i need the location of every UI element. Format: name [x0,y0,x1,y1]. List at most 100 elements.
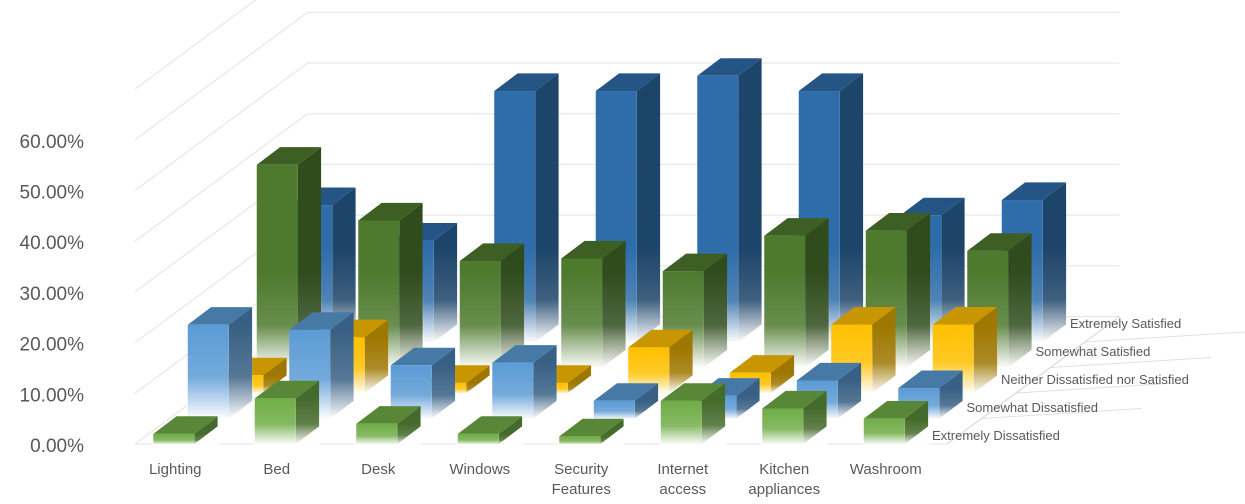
y-tick-label: 30.00% [20,284,85,305]
bar-fade [456,433,524,445]
bar [456,416,524,445]
bar-fade [592,400,660,420]
bar-top [559,418,624,437]
depth-gridline [1050,357,1211,368]
x-tick-label: Internet [657,461,709,478]
bar-top [660,383,726,401]
bar-top [831,307,896,325]
bar-top [390,347,456,366]
bar-top [561,240,626,259]
depth-gridline [981,408,1142,419]
bar-top [796,362,862,381]
y-tick-label: 40.00% [20,233,85,254]
bar [592,383,660,420]
x-tick-label: Lighting [149,461,202,478]
x-tick-label: appliances [748,481,820,498]
bar-fade [186,324,254,420]
bar [594,73,662,343]
bar-fade [560,272,627,369]
series-label: Extremely Satisfied [1070,316,1181,331]
bar-top [187,307,253,325]
series-label: Neither Dissatisfied nor Satisfied [1001,372,1189,387]
bar-fade [659,400,727,445]
bar-top [898,370,963,389]
bar-fade [862,418,930,445]
bar [661,253,729,369]
bar-top [628,329,693,348]
gridline-side [134,113,308,242]
bar-top [1001,182,1067,200]
bar-top [762,390,827,409]
x-tick-label: access [659,481,706,498]
bar-fade [761,408,828,445]
y-tick-label: 10.00% [20,385,85,406]
series-label: Extremely Dissatisfied [932,428,1060,443]
bar [761,390,828,445]
bar-top [153,416,218,434]
bars [152,58,1068,445]
y-tick-label: 50.00% [20,183,85,204]
x-tick-label: Windows [449,461,510,478]
x-tick-label: Desk [361,461,396,478]
bar-top [932,307,998,325]
bar-top [492,345,557,363]
depth-axis-series-labels: Extremely Dissatisfied Somewhat Dissatisf… [932,316,1189,443]
bar-top [900,197,965,216]
bar [152,416,219,445]
bar-top [494,73,559,91]
bar-top [863,401,929,419]
bar [862,401,930,445]
bar-top [358,202,423,221]
bar [627,329,694,394]
series-label: Somewhat Dissatisfied [967,400,1099,415]
bar-fade [152,433,219,445]
bar-fade [763,272,830,369]
y-tick-label: 60.00% [20,132,85,153]
bar [560,240,627,369]
bar-top [593,383,659,401]
y-tick-label: 20.00% [20,335,85,356]
bar-top [595,73,661,91]
bar-top [254,380,320,399]
bar-top [457,416,523,434]
bar [763,218,830,369]
x-tick-label: Kitchen [759,461,809,478]
gridline-side [134,62,308,191]
bar [491,345,558,420]
depth-axis-line [946,316,1120,445]
bar [186,307,254,420]
x-tick-label: Bed [263,461,290,478]
bar-fade [558,436,625,445]
bar [253,380,321,445]
gridline-side [134,11,308,141]
depth-gridline [1015,382,1177,394]
x-tick-label: Features [552,481,611,498]
bar-top [865,213,931,231]
bar-top [662,253,728,272]
bar-top [764,218,829,236]
bar-fade [491,362,558,420]
bar-top [798,73,864,91]
bar-top [967,233,1032,251]
gridline-side [134,0,257,90]
depth-gridline [1084,331,1245,343]
bar-fade [355,423,422,445]
x-tick-label: Washroom [850,461,922,478]
bar-top [256,147,322,165]
bar [558,418,625,445]
bar [389,347,457,420]
bar-fade [525,382,593,394]
bar-fade [424,382,491,394]
bar-top [697,58,762,76]
bar-top [459,243,525,261]
bar [355,406,422,445]
x-axis-category-labels: Lighting Bed Desk Windows Security Features In… [149,461,922,498]
bar-top [289,312,354,330]
bar [659,383,727,445]
x-tick-label: Security [554,461,609,478]
y-axis-tick-labels: 0.00% 10.00% 20.00% 30.00% 40.00% 50.00% 60.00… [20,132,85,457]
bar-top [356,406,421,424]
series-label: Somewhat Satisfied [1036,344,1151,359]
bar-fade [253,398,321,445]
